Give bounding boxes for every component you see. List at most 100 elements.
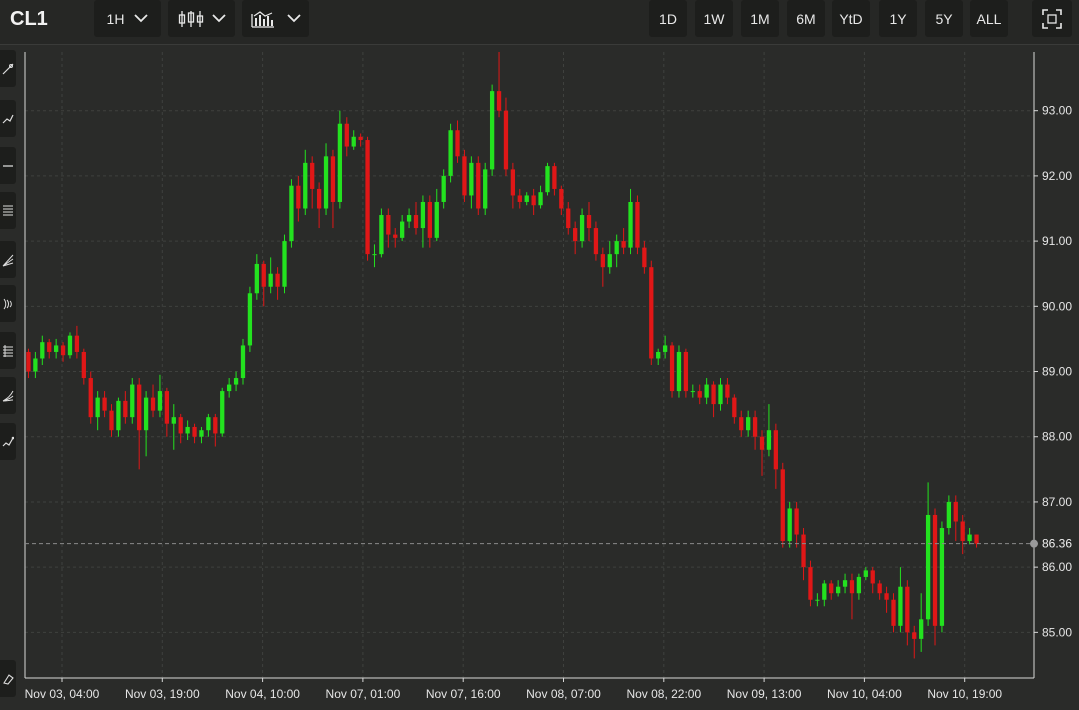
indicators-dropdown[interactable] [242, 0, 309, 37]
candle-body [310, 162, 315, 189]
candle-body [925, 514, 931, 620]
candle-down [794, 501, 799, 548]
candle-up [40, 335, 45, 365]
candle-down [884, 586, 889, 613]
candle-down [393, 228, 398, 248]
interval-dropdown[interactable]: 1H [94, 0, 161, 37]
candle-down [808, 560, 813, 607]
candle-down [503, 97, 509, 176]
candle-down [386, 208, 391, 248]
candle-up [676, 345, 682, 398]
last-price-marker: 86.36 [25, 537, 1072, 551]
candle-up [406, 208, 412, 229]
candle-up [524, 192, 529, 206]
candle-body [254, 263, 259, 294]
candle-body [939, 528, 945, 626]
pitchfork-button[interactable] [0, 332, 16, 369]
candle-down [275, 267, 280, 300]
candle-up [220, 387, 225, 437]
trend-tool-icon [2, 114, 14, 123]
candle-up [545, 162, 550, 196]
candle-down [600, 247, 605, 287]
candle-up [766, 404, 772, 457]
chevron-down-icon [134, 14, 149, 23]
chart-type-dropdown[interactable] [168, 0, 235, 37]
range-button-5y[interactable]: 5Y [925, 0, 963, 37]
candle-body [469, 162, 474, 196]
candle-body [303, 162, 308, 209]
candle-body [143, 397, 149, 431]
candle-body [400, 221, 405, 238]
candle-up [33, 351, 38, 379]
range-button-ytd[interactable]: YtD [832, 0, 870, 37]
candle-up [441, 169, 446, 209]
candle-body [635, 201, 640, 248]
candle-body [109, 410, 114, 431]
range-button-1m[interactable]: 1M [741, 0, 779, 37]
candle-body [856, 576, 862, 594]
candle-body [413, 215, 419, 229]
fib-retracement-button[interactable] [0, 192, 16, 229]
candle-down [510, 162, 516, 209]
range-button-all[interactable]: ALL [970, 0, 1008, 37]
candle-up [171, 404, 176, 450]
candle-body [102, 397, 107, 411]
eraser-button[interactable] [0, 660, 16, 697]
candle-body [919, 619, 924, 639]
candle-down [953, 495, 958, 542]
candle-body [545, 166, 550, 193]
candle-body [669, 345, 675, 392]
candle-up [656, 348, 661, 365]
range-button-6m[interactable]: 6M [787, 0, 825, 37]
candle-body [496, 91, 502, 111]
candle-down [566, 201, 571, 235]
candle-down [164, 387, 170, 437]
x-axis: Nov 03, 04:00 Nov 03, 19:00 Nov 04, 10:00 N… [25, 678, 1002, 701]
candle-up [946, 495, 952, 535]
y-axis: 93.00 92.00 91.00 90.00 89.00 88.00 87.00 86.00… [1034, 104, 1072, 639]
candle-down [697, 384, 702, 405]
fullscreen-button[interactable] [1032, 0, 1072, 37]
candle-body [718, 384, 723, 405]
candle-body [614, 241, 619, 255]
candle-body [967, 534, 972, 542]
candle-down [192, 423, 197, 444]
brush-button[interactable] [0, 423, 16, 460]
fib-fan-button[interactable] [0, 241, 16, 278]
candle-body [787, 508, 792, 542]
candle-up [157, 374, 163, 418]
candle-down [413, 201, 419, 235]
candle-up [718, 378, 723, 411]
candle-down [517, 188, 522, 209]
candle-down [496, 52, 502, 118]
price-chart[interactable]: 93.00 92.00 91.00 90.00 89.00 88.00 87.00 86.00… [0, 44, 1079, 705]
candlestick-chart[interactable]: 93.00 92.00 91.00 90.00 89.00 88.00 87.00 86.00… [0, 44, 1079, 705]
gann-fan-button[interactable] [0, 377, 16, 414]
line-tool-button[interactable] [0, 50, 16, 87]
candle-body [199, 430, 204, 437]
candle-down [261, 260, 266, 307]
candle-down [455, 120, 460, 163]
candle-down [801, 528, 806, 581]
range-button-1d[interactable]: 1D [649, 0, 687, 37]
candle-body [649, 267, 654, 359]
range-button-1y[interactable]: 1Y [879, 0, 917, 37]
candle-body [26, 351, 31, 372]
range-button-1w[interactable]: 1W [695, 0, 733, 37]
candle-body [863, 570, 868, 577]
candle-up [227, 378, 232, 398]
candle-up [469, 156, 474, 209]
candle-up [614, 234, 619, 268]
horizontal-line-button[interactable] [0, 147, 16, 184]
trend-tool-button[interactable] [0, 100, 16, 137]
fib-arc-button[interactable] [0, 285, 16, 322]
x-tick-label: Nov 09, 13:00 [727, 687, 802, 701]
candle-up [787, 501, 792, 548]
candle-down [635, 195, 640, 255]
candle-down [74, 325, 80, 359]
candle-body [296, 185, 301, 209]
candle-body [842, 580, 848, 587]
candle-down [912, 625, 917, 659]
candle-body [33, 358, 38, 372]
candle-up [289, 179, 294, 248]
